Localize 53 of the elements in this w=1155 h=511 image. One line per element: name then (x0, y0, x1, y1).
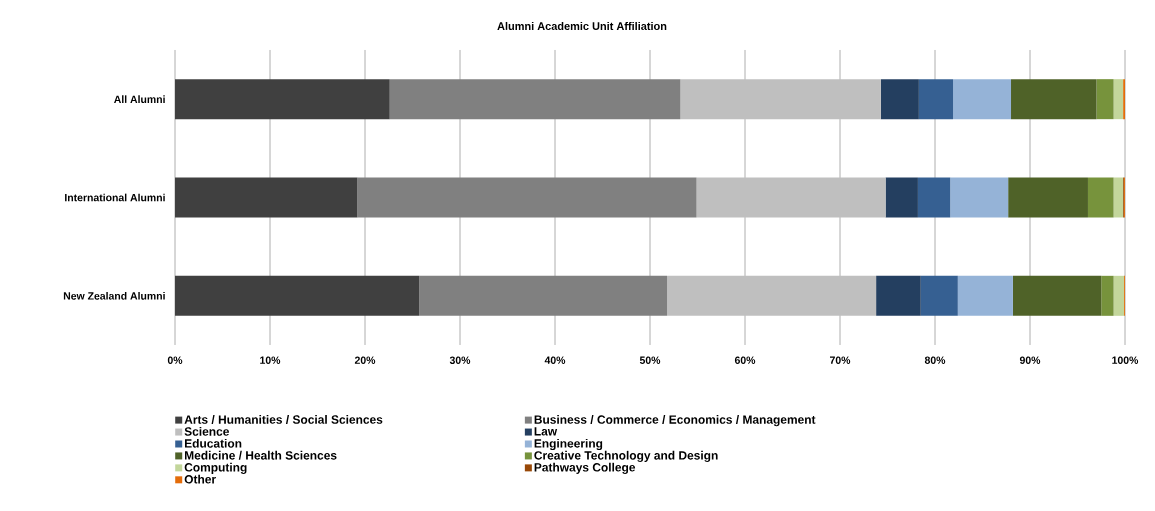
legend-label: Medicine / Health Sciences (185, 450, 337, 460)
legend-label: Arts / Humanities / Social Sciences (184, 415, 383, 424)
bar (667, 275, 877, 316)
y-tick-label: International Alumni (65, 193, 165, 202)
bar (696, 177, 886, 218)
x-tick-label: 70% (829, 356, 851, 364)
x-tick-label: 60% (734, 356, 756, 364)
bar (175, 79, 390, 120)
bar (918, 79, 954, 120)
bar (1096, 79, 1114, 120)
bar (1113, 275, 1125, 316)
x-tick-label: 10% (260, 356, 281, 364)
bar (175, 275, 420, 316)
chart-title: Alumni Academic Unit Affiliation (497, 21, 667, 31)
bar (917, 177, 951, 218)
x-tick-label: 100% (1112, 356, 1139, 364)
x-tick-label: 90% (1019, 356, 1041, 364)
x-tick-label: 30% (449, 356, 471, 364)
bar (1113, 177, 1124, 218)
x-tick-label: 40% (544, 356, 566, 364)
x-tick-label: 80% (924, 356, 946, 364)
legend-label: Education (185, 438, 242, 448)
bar (953, 79, 1012, 120)
bar (1011, 79, 1097, 120)
x-tick-label: 50% (639, 356, 661, 364)
y-tick-label: All Alumni (114, 95, 165, 103)
legend-label: Other (184, 474, 216, 484)
x-tick-label: 0% (167, 356, 183, 364)
bar (957, 275, 1013, 316)
y-tick-label: New Zealand Alumni (63, 291, 165, 300)
legend-label: Engineering (534, 438, 603, 451)
bar (880, 79, 919, 120)
bar (1008, 177, 1088, 218)
legend-label: Creative Technology and Design (534, 450, 718, 463)
x-tick-label: 20% (354, 356, 376, 364)
bar (419, 275, 668, 316)
legend-label: Business / Commerce / Economics / Management (534, 415, 816, 427)
legend-label: Computing (184, 462, 247, 474)
bar (389, 79, 681, 120)
bar (950, 177, 1009, 218)
bar (175, 177, 358, 218)
bar (357, 177, 697, 218)
bar (680, 79, 881, 120)
bar (876, 275, 921, 316)
legend-label: Law (534, 427, 558, 436)
bar (1012, 275, 1102, 316)
bar (1113, 79, 1124, 120)
legend-label: Science (184, 426, 229, 436)
bar (885, 177, 918, 218)
bar (1087, 177, 1114, 218)
bar (1101, 275, 1114, 316)
legend-label: Pathways College (534, 462, 636, 474)
bar (920, 275, 958, 316)
